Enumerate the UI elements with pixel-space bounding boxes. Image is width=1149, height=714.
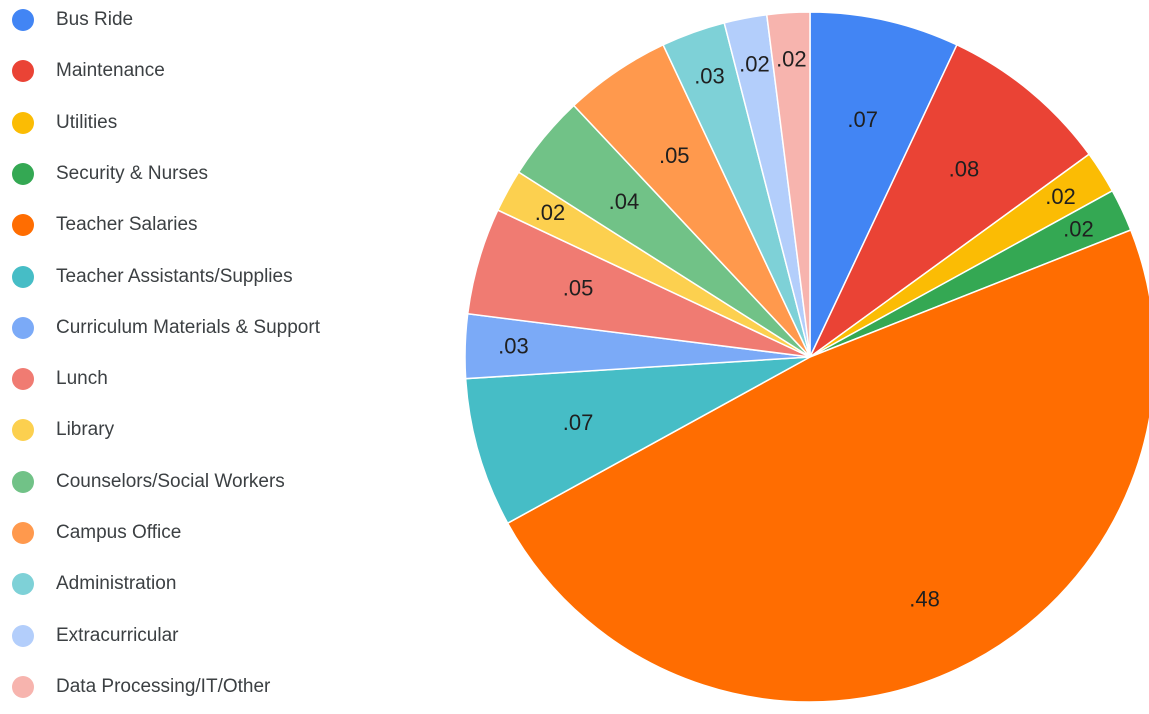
legend-item: Extracurricular (8, 624, 178, 648)
pie-slice (506, 229, 1149, 703)
legend-item: Bus Ride (8, 8, 133, 32)
legend-item: Counselors/Social Workers (8, 470, 285, 494)
legend-swatch (12, 573, 34, 596)
legend-label: Extracurricular (56, 624, 179, 646)
pie-slice (464, 356, 811, 525)
legend-swatch (12, 368, 34, 391)
slice-value-label: .05 (659, 143, 690, 168)
legend-label: Maintenance (56, 60, 165, 82)
legend-swatch (12, 214, 34, 237)
slice-value-label: .07 (563, 410, 594, 435)
legend-label: Campus Office (56, 522, 182, 543)
slice-value-label: .07 (847, 107, 878, 132)
legend-swatch (12, 522, 34, 544)
legend-item: Maintenance (8, 59, 165, 83)
pie-slice (765, 11, 811, 358)
slice-value-label: .02 (739, 51, 770, 76)
legend-swatch (12, 265, 34, 288)
legend-swatch (12, 675, 34, 698)
slice-value-label: .05 (563, 275, 594, 300)
slice-value-label: .02 (1063, 216, 1094, 241)
legend-swatch (12, 316, 34, 339)
legend-item: Lunch (8, 367, 108, 391)
legend-item: Teacher Salaries (8, 213, 198, 237)
legend-item: Curriculum Materials & Support (8, 316, 320, 340)
legend-swatch (12, 111, 34, 134)
legend-item: Utilities (8, 111, 117, 135)
legend-item: Data Processing/IT/Other (8, 675, 270, 699)
legend-label: Utilities (56, 111, 118, 133)
legend-item: Library (8, 418, 114, 442)
legend-item: Campus Office (8, 521, 181, 545)
legend-label: Curriculum Materials & Support (56, 316, 320, 338)
legend-swatch (12, 419, 34, 442)
slice-value-label: .03 (498, 333, 529, 358)
pie-slice (809, 43, 1091, 358)
slice-value-label: .02 (535, 200, 566, 225)
legend-label: Security & Nurses (56, 162, 209, 184)
legend-item: Security & Nurses (8, 162, 208, 186)
slice-value-label: .08 (949, 157, 980, 182)
legend-swatch (12, 60, 34, 83)
slice-value-label: .03 (694, 64, 725, 89)
slice-value-label: .04 (609, 189, 640, 214)
legend-label: Library (56, 419, 115, 441)
legend-label: Data Processing/IT/Other (56, 675, 271, 697)
legend-swatch (12, 470, 34, 493)
legend-label: Administration (56, 573, 177, 595)
legend: Bus Ride Maintenance Utilities Security & N… (8, 0, 428, 714)
legend-label: Counselors/Social Workers (56, 470, 285, 492)
legend-swatch (12, 9, 34, 31)
legend-swatch (12, 162, 34, 185)
legend-label: Teacher Salaries (56, 214, 198, 236)
legend-label: Teacher Assistants/Supplies (56, 265, 293, 287)
legend-swatch (12, 624, 34, 647)
slice-value-label: .48 (909, 586, 940, 611)
slice-value-label: .02 (1045, 184, 1076, 209)
legend-label: Bus Ride (56, 9, 134, 30)
pie-slice (809, 11, 958, 358)
legend-item: Teacher Assistants/Supplies (8, 265, 293, 289)
slice-value-label: .02 (776, 47, 807, 72)
legend-item: Administration (8, 572, 176, 596)
legend-label: Lunch (56, 368, 108, 390)
